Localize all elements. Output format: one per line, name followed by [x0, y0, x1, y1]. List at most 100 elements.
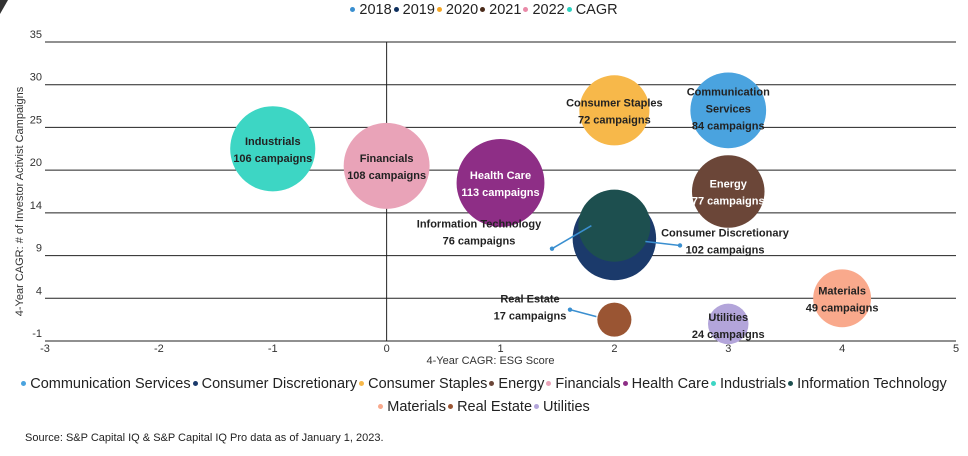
- legend-dot-icon: [788, 380, 794, 386]
- legend-label: Consumer Staples: [368, 376, 488, 392]
- x-tick-label: -3: [40, 343, 50, 355]
- legend-label: Health Care: [631, 376, 710, 392]
- year-legend-item-2021: 2021: [480, 2, 521, 18]
- x-tick-label: 1: [497, 343, 503, 355]
- bubble-campaigns-health-care: 113 campaigns: [461, 187, 539, 199]
- category-legend-item-communication-services: Communication Services: [21, 376, 191, 392]
- x-tick-label: 3: [725, 343, 731, 355]
- category-legend-row-1: Communication Services Consumer Discretio…: [0, 376, 968, 392]
- leader-dot: [677, 243, 683, 248]
- category-legend-item-industrials: Industrials: [711, 376, 786, 392]
- legend-dot-icon: [711, 380, 717, 386]
- legend-dot-icon: [566, 6, 572, 12]
- leader-dot: [549, 246, 555, 251]
- source-note: Source: S&P Capital IQ & S&P Capital IQ …: [25, 432, 384, 444]
- bubble-consumer-staples: [579, 75, 650, 146]
- legend-dot-icon: [534, 403, 540, 409]
- bubble-real-estate: [597, 302, 632, 337]
- year-legend-item-2022: 2022: [523, 2, 565, 18]
- bubble-information-technology: [578, 189, 651, 262]
- year-legend-item-2019: 2019: [393, 2, 435, 18]
- bubble-campaigns-real-estate: 17 campaigns: [494, 311, 567, 323]
- bubble-label-energy: Energy: [710, 179, 748, 191]
- legend-dot-icon: [436, 6, 442, 12]
- legend-dot-icon: [489, 380, 495, 386]
- legend-label: Communication Services: [30, 376, 191, 392]
- x-axis-title: 4-Year CAGR: ESG Score: [427, 355, 555, 367]
- bubble-campaigns-communication-services: 84 campaigns: [692, 120, 765, 132]
- legend-label: CAGR: [575, 2, 618, 18]
- y-tick-label: -1: [32, 328, 42, 340]
- bubble-campaigns-energy: 77 campaigns: [692, 196, 765, 208]
- x-tick-label: -1: [268, 343, 278, 355]
- bubble-label-utilities: Utilities: [708, 312, 748, 324]
- x-tick-label: 4: [839, 343, 845, 355]
- bubble-health-care: [456, 139, 545, 227]
- bubble-label-consumer-discretionary: Consumer Discretionary: [661, 227, 790, 239]
- bubble-campaigns-materials: 49 campaigns: [806, 302, 879, 314]
- legend-dot-icon: [393, 6, 399, 12]
- legend-dot-icon: [378, 403, 384, 409]
- y-tick-label: 20: [30, 157, 42, 169]
- legend-dot-icon: [622, 380, 628, 386]
- legend-dot-icon: [350, 6, 356, 12]
- legend-label: 2018: [359, 2, 392, 18]
- bubble-label-health-care: Health Care: [470, 170, 531, 182]
- legend-dot-icon: [359, 380, 365, 386]
- legend-label: 2021: [489, 2, 522, 18]
- bubble-campaigns-consumer-discretionary: 102 campaigns: [686, 244, 765, 256]
- year-legend: 2018 2019 2020 2021 2022 CAGR: [0, 2, 968, 18]
- y-tick-label: 35: [30, 29, 42, 41]
- legend-label: 2020: [445, 2, 479, 18]
- category-legend-item-information-technology: Information Technology: [788, 376, 947, 392]
- bubble-materials: [813, 269, 872, 328]
- category-legend-item-energy: Energy: [489, 376, 544, 392]
- leader-line: [645, 240, 681, 247]
- y-tick-label: 25: [30, 114, 42, 126]
- year-legend-item-2020: 2020: [436, 2, 479, 18]
- y-tick-label: 9: [36, 243, 42, 255]
- legend-label: Energy: [498, 376, 545, 392]
- leader-dot: [567, 307, 573, 312]
- legend-dot-icon: [480, 6, 486, 12]
- bubble-label-information-technology: Information Technology: [417, 219, 542, 231]
- y-tick-label: 30: [30, 72, 42, 84]
- legend-label: Utilities: [543, 399, 590, 415]
- bubble-label-financials: Financials: [360, 153, 414, 165]
- bubble-label-materials: Materials: [818, 285, 866, 297]
- bubble-communication-services: [690, 72, 767, 149]
- category-legend-item-financials: Financials: [546, 376, 621, 392]
- bubble-campaigns-industrials: 106 campaigns: [233, 153, 312, 165]
- bubble-campaigns-financials: 108 campaigns: [347, 170, 426, 182]
- bubble-label-communication-services: Services: [706, 103, 751, 115]
- x-tick-label: -2: [154, 343, 164, 355]
- legend-label: Financials: [555, 376, 621, 392]
- bubble-financials: [343, 122, 430, 209]
- bubble-label-industrials: Industrials: [245, 136, 301, 148]
- category-legend-item-utilities: Utilities: [534, 399, 590, 415]
- y-axis-title: 4-Year CAGR: # of Investor Activist Camp…: [14, 86, 26, 316]
- bubble-industrials: [230, 106, 316, 192]
- leader-line: [551, 225, 592, 250]
- bubble-campaigns-information-technology: 76 campaigns: [443, 236, 516, 248]
- year-legend-item-cagr: CAGR: [566, 2, 618, 18]
- legend-label: Materials: [387, 399, 447, 415]
- bubble-label-consumer-staples: Consumer Staples: [566, 97, 663, 109]
- legend-label: Industrials: [720, 376, 787, 392]
- category-legend-item-real-estate: Real Estate: [448, 399, 532, 415]
- category-legend-item-consumer-discretionary: Consumer Discretionary: [192, 376, 358, 392]
- bubble-energy: [691, 155, 765, 228]
- bubble-label-real-estate: Real Estate: [500, 294, 559, 306]
- x-tick-label: 0: [384, 343, 390, 355]
- legend-label: Information Technology: [797, 376, 947, 392]
- year-legend-item-2018: 2018: [350, 2, 392, 18]
- bubble-chart: 35 30 25 20 14 9 4 -1 -3 -2 -1 0 1 2 3 4 5 4-Year CAGR: E…: [14, 29, 959, 367]
- x-tick-label: 5: [953, 343, 959, 355]
- legend-label: Consumer Discretionary: [201, 376, 358, 392]
- legend-label: 2022: [532, 2, 565, 18]
- category-legend-item-materials: Materials: [378, 399, 446, 415]
- x-tick-label: 2: [611, 343, 617, 355]
- legend-dot-icon: [546, 380, 552, 386]
- bubble-campaigns-consumer-staples: 72 campaigns: [578, 114, 651, 126]
- legend-label: 2019: [402, 2, 435, 18]
